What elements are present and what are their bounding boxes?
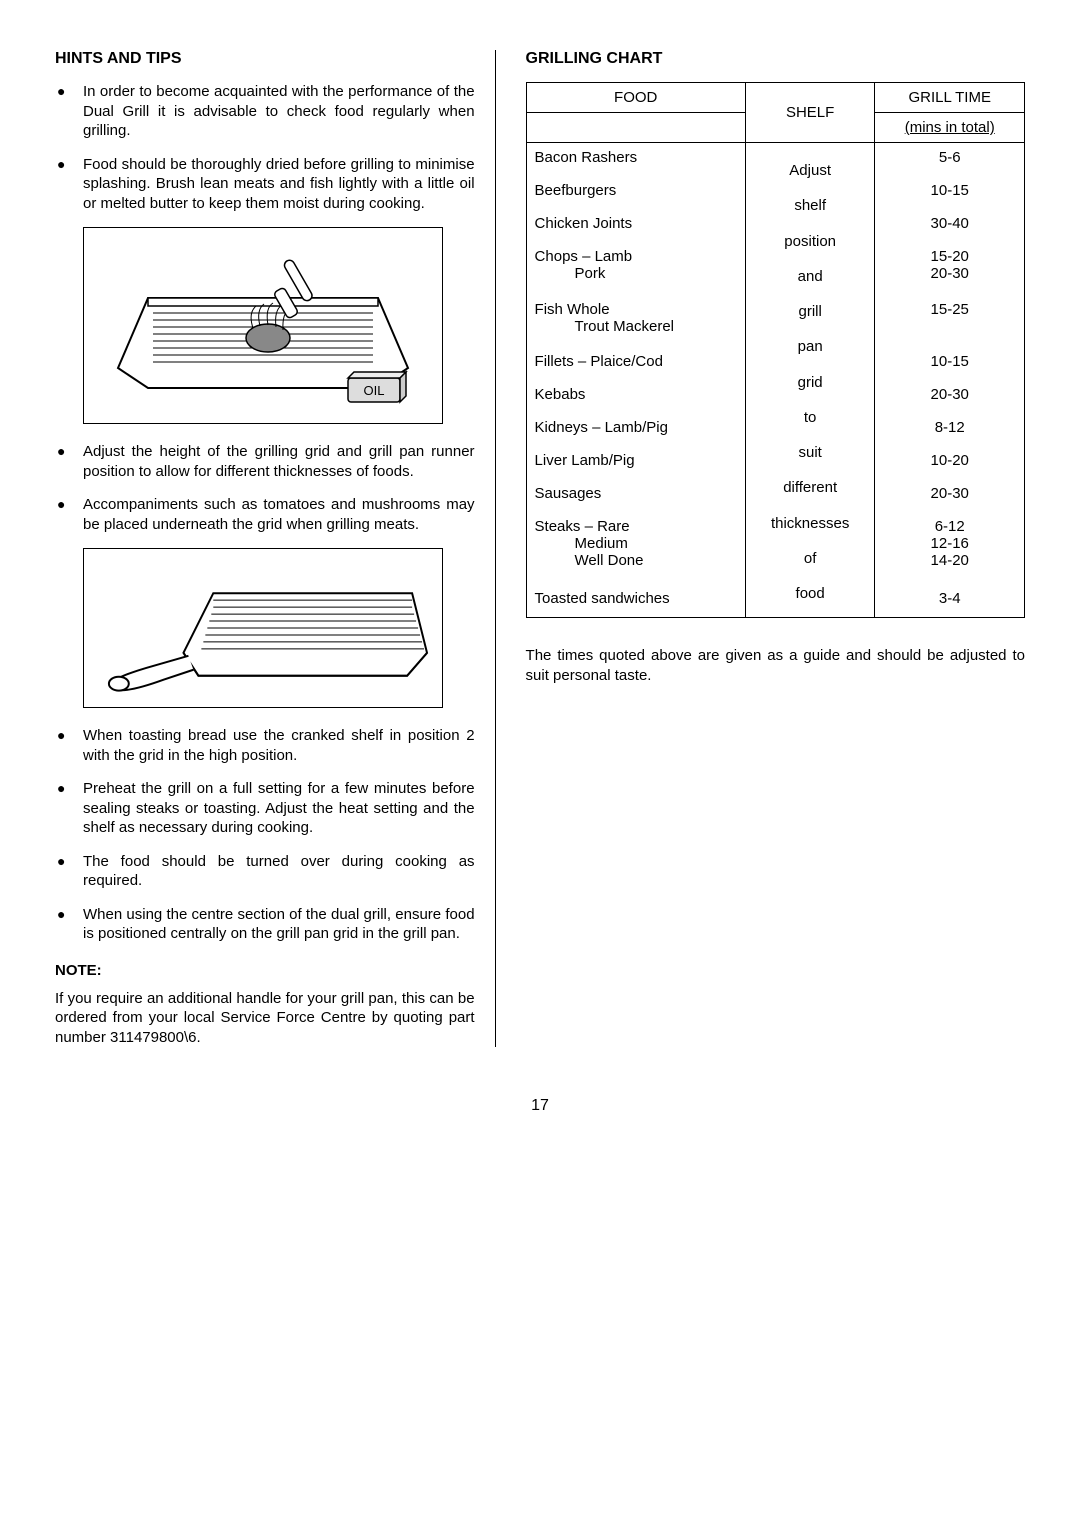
shelf-column: Adjust shelf position and grill pan grid… xyxy=(745,143,875,618)
food-cell: Kidneys – Lamb/Pig xyxy=(526,413,745,446)
food-cell: Chops – Lamb Pork xyxy=(526,242,745,294)
time-cell: 20-30 xyxy=(875,479,1025,512)
time-cell: 8-12 xyxy=(875,413,1025,446)
hints-heading: HINTS AND TIPS xyxy=(55,50,475,68)
food-cell: Beefburgers xyxy=(526,176,745,209)
th-shelf: SHELF xyxy=(745,83,875,143)
time-cell: 6-12 12-16 14-20 xyxy=(875,512,1025,584)
note-body: If you require an additional handle for … xyxy=(55,989,475,1048)
time-cell: 15-20 20-30 xyxy=(875,242,1025,294)
tip-item: When using the centre section of the dua… xyxy=(55,905,475,944)
tip-item: Preheat the grill on a full setting for … xyxy=(55,779,475,838)
tip-item: Food should be thoroughly dried before g… xyxy=(55,155,475,214)
time-cell: 15-25 xyxy=(875,295,1025,347)
page-number: 17 xyxy=(55,1097,1025,1115)
time-cell: 20-30 xyxy=(875,380,1025,413)
th-food: FOOD xyxy=(526,83,745,113)
time-cell: 10-20 xyxy=(875,446,1025,479)
food-cell: Sausages xyxy=(526,479,745,512)
food-cell: Liver Lamb/Pig xyxy=(526,446,745,479)
tip-item: The food should be turned over during co… xyxy=(55,852,475,891)
tip-item: Adjust the height of the grilling grid a… xyxy=(55,442,475,481)
tip-item: Accompaniments such as tomatoes and mush… xyxy=(55,495,475,534)
food-cell: Fillets – Plaice/Cod xyxy=(526,347,745,380)
grilling-chart-table: FOOD SHELF GRILL TIME (mins in total) Ba… xyxy=(526,82,1025,618)
tip-item: In order to become acquainted with the p… xyxy=(55,82,475,141)
bullets-group-a: In order to become acquainted with the p… xyxy=(55,82,475,213)
chart-heading: GRILLING CHART xyxy=(526,50,1025,68)
time-cell: 10-15 xyxy=(875,176,1025,209)
food-cell: Chicken Joints xyxy=(526,209,745,242)
food-cell: Kebabs xyxy=(526,380,745,413)
bullets-group-b: Adjust the height of the grilling grid a… xyxy=(55,442,475,534)
oil-brush-illustration: OIL xyxy=(83,227,443,424)
chart-footnote: The times quoted above are given as a gu… xyxy=(526,646,1025,685)
food-cell: Fish Whole Trout Mackerel xyxy=(526,295,745,347)
tip-item: When toasting bread use the cranked shel… xyxy=(55,726,475,765)
food-cell: Toasted sandwiches xyxy=(526,584,745,617)
bullets-group-c: When toasting bread use the cranked shel… xyxy=(55,726,475,944)
th-time: GRILL TIME xyxy=(875,83,1025,113)
time-cell: 30-40 xyxy=(875,209,1025,242)
food-cell: Bacon Rashers xyxy=(526,143,745,177)
food-cell: Steaks – Rare Medium Well Done xyxy=(526,512,745,584)
grill-pan-illustration xyxy=(83,548,443,708)
time-cell: 5-6 xyxy=(875,143,1025,177)
time-cell: 10-15 xyxy=(875,347,1025,380)
oil-label: OIL xyxy=(364,383,385,398)
th-time-sub: (mins in total) xyxy=(875,113,1025,143)
time-cell: 3-4 xyxy=(875,584,1025,617)
note-label: NOTE: xyxy=(55,962,475,979)
